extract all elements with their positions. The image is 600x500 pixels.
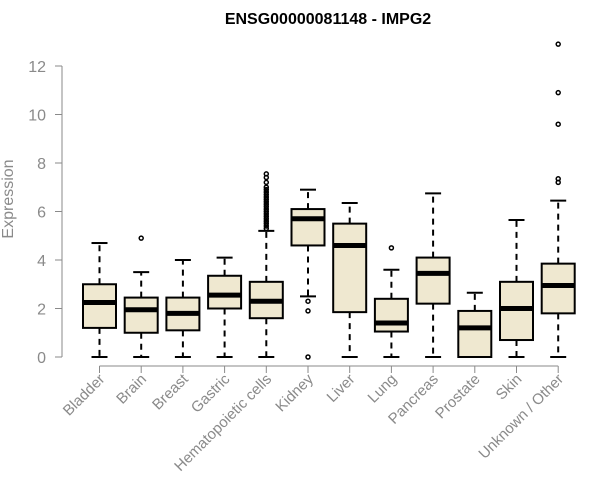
outlier-point bbox=[263, 223, 270, 229]
box-iqr bbox=[332, 222, 368, 314]
outlier-point bbox=[263, 191, 270, 198]
outlier-point bbox=[555, 89, 561, 96]
y-axis: 0 2 4 6 8 10 12 bbox=[28, 59, 63, 367]
x-tick-label: Prostate bbox=[432, 371, 484, 423]
outlier-point bbox=[555, 176, 561, 182]
outlier-point bbox=[263, 211, 270, 217]
outlier-point bbox=[305, 354, 311, 360]
box-group bbox=[373, 245, 409, 358]
y-tick-label: 0 bbox=[37, 350, 46, 367]
outlier-point bbox=[305, 308, 311, 314]
x-tick-label: Skin bbox=[493, 371, 526, 404]
box-iqr bbox=[373, 297, 409, 333]
outlier-point bbox=[263, 196, 270, 203]
outlier-point bbox=[263, 184, 270, 190]
box-group bbox=[165, 259, 201, 358]
outlier-point bbox=[263, 216, 270, 222]
x-tick-label: Bladder bbox=[60, 371, 109, 420]
outlier-point bbox=[263, 225, 270, 232]
outlier-point bbox=[263, 179, 270, 186]
outlier-point bbox=[263, 189, 270, 195]
y-tick-label: 8 bbox=[37, 156, 46, 173]
box-group bbox=[123, 235, 159, 358]
y-tick-label: 12 bbox=[28, 59, 46, 76]
outlier-point bbox=[263, 171, 270, 177]
box-iqr bbox=[290, 208, 326, 247]
boxes-layer bbox=[82, 41, 576, 360]
box-group bbox=[207, 256, 243, 358]
box-group bbox=[248, 171, 284, 358]
chart-title: ENSG00000081148 - IMPG2 bbox=[225, 11, 431, 28]
box-iqr bbox=[207, 274, 243, 310]
outlier-point bbox=[263, 203, 270, 210]
outlier-point bbox=[263, 218, 270, 224]
box-group bbox=[82, 242, 117, 358]
y-tick-label: 2 bbox=[37, 302, 46, 319]
y-tick-label: 6 bbox=[37, 205, 46, 222]
outlier-point bbox=[555, 121, 561, 127]
box-iqr bbox=[540, 262, 576, 315]
outlier-point bbox=[263, 194, 270, 200]
box-iqr bbox=[82, 283, 117, 329]
box-group bbox=[540, 41, 576, 358]
box-group bbox=[332, 202, 368, 358]
box-group bbox=[290, 188, 326, 360]
outlier-point bbox=[555, 41, 561, 47]
box-iqr bbox=[123, 296, 159, 334]
outlier-point bbox=[388, 245, 395, 251]
outlier-point bbox=[263, 213, 270, 220]
box-iqr bbox=[457, 309, 493, 358]
box-group bbox=[457, 291, 493, 358]
outlier-point bbox=[263, 220, 270, 227]
box-iqr bbox=[415, 256, 451, 305]
outlier-point bbox=[305, 298, 311, 304]
box-group bbox=[415, 192, 451, 358]
x-tick-label: Breast bbox=[149, 370, 192, 413]
outlier-point bbox=[263, 199, 270, 205]
x-tick-label: Kidney bbox=[272, 370, 317, 415]
outlier-point bbox=[263, 201, 270, 207]
x-tick-label: Liver bbox=[324, 371, 359, 406]
y-axis-label: Expression bbox=[0, 159, 17, 238]
y-tick-label: 4 bbox=[37, 253, 46, 270]
x-tick-label: Lung bbox=[365, 371, 401, 407]
y-tick-label: 10 bbox=[28, 108, 46, 125]
outlier-point bbox=[138, 235, 144, 241]
box-group bbox=[499, 218, 534, 358]
outlier-point bbox=[263, 186, 270, 193]
x-tick-label: Brain bbox=[113, 371, 150, 408]
outlier-point bbox=[263, 206, 270, 212]
outlier-point bbox=[263, 208, 270, 215]
